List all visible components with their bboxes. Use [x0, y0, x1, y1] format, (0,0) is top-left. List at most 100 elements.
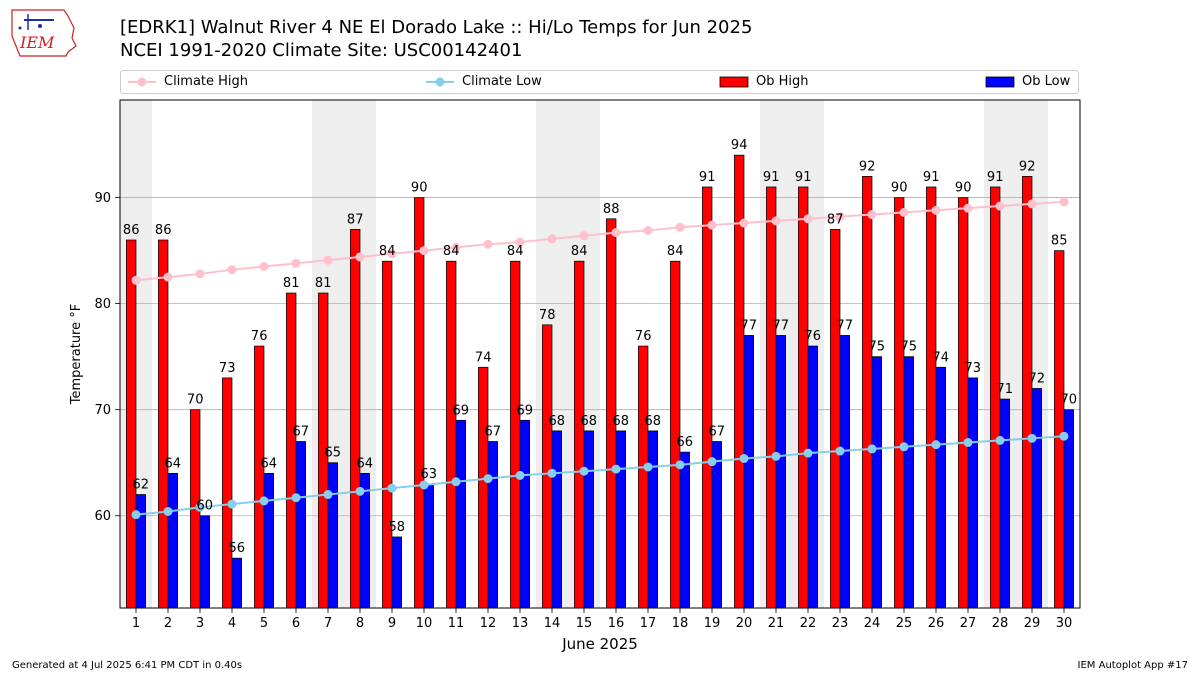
bar-ob-high [798, 186, 809, 609]
x-tick-label: 3 [196, 616, 204, 631]
data-label-ob-high: 91 [699, 170, 716, 185]
bar-ob-high [254, 345, 265, 609]
point-climate-high [419, 246, 429, 256]
line-climate-low [135, 435, 1065, 516]
point-climate-high [707, 220, 717, 230]
bar-ob-high [638, 345, 649, 609]
point-climate-low [835, 446, 845, 456]
bar-ob-high [158, 239, 169, 609]
data-label-ob-low: 68 [645, 414, 662, 429]
point-climate-high [227, 265, 237, 275]
bar-ob-high [414, 197, 425, 609]
data-label-ob-low: 77 [837, 318, 854, 333]
legend-label-ob-low: Ob Low [1022, 74, 1071, 89]
bar-ob-low [263, 472, 274, 609]
data-label-ob-low: 64 [165, 456, 182, 471]
data-label-ob-high: 86 [155, 223, 172, 238]
point-climate-low [547, 468, 557, 478]
data-label-ob-high: 90 [411, 181, 428, 196]
data-label-ob-high: 88 [603, 202, 620, 217]
data-label-ob-high: 94 [731, 138, 748, 153]
data-label-ob-low: 62 [133, 478, 150, 493]
data-label-ob-high: 74 [475, 350, 492, 365]
data-label-ob-high: 86 [123, 223, 140, 238]
x-tick-label: 22 [800, 616, 817, 631]
data-label-ob-low: 63 [421, 467, 438, 482]
bar-ob-high [990, 186, 1001, 609]
point-climate-high [1059, 197, 1069, 207]
bar-ob-high [350, 229, 361, 609]
x-tick-label: 2 [164, 616, 172, 631]
x-tick-label: 1 [132, 616, 140, 631]
bar-ob-high [894, 197, 905, 609]
x-axis-label: June 2025 [561, 635, 638, 653]
bar-ob-low [743, 335, 754, 609]
point-climate-high [963, 203, 973, 213]
data-label-ob-low: 56 [229, 541, 246, 556]
data-label-ob-low: 66 [677, 435, 694, 450]
bar-ob-high [510, 260, 521, 609]
bar-ob-high [1022, 176, 1033, 609]
point-climate-high [931, 205, 941, 215]
bar-ob-low [807, 345, 818, 609]
legend-swatch-climate-high [128, 77, 156, 87]
x-tick-label: 14 [544, 616, 561, 631]
bar-ob-low [327, 462, 338, 609]
data-label-ob-high: 76 [251, 329, 268, 344]
data-label-ob-high: 81 [283, 276, 300, 291]
bar-ob-high [446, 260, 457, 609]
data-label-ob-low: 73 [965, 361, 982, 376]
bar-ob-low [903, 356, 914, 609]
x-tick-label: 12 [480, 616, 497, 631]
bar-ob-low [999, 398, 1010, 609]
point-climate-high [131, 275, 141, 285]
x-tick-label: 6 [292, 616, 300, 631]
point-climate-low [739, 453, 749, 463]
x-tick-label: 23 [832, 616, 849, 631]
legend-label-ob-high: Ob High [756, 74, 809, 89]
point-climate-high [995, 201, 1005, 211]
point-climate-high [739, 218, 749, 228]
point-climate-high [387, 249, 397, 259]
data-label-ob-high: 84 [571, 244, 588, 259]
data-label-ob-low: 68 [549, 414, 566, 429]
legend-label-climate-low: Climate Low [462, 74, 542, 89]
bar-ob-low [295, 441, 306, 609]
data-label-ob-low: 64 [357, 456, 374, 471]
x-tick-label: 18 [672, 616, 689, 631]
y-tick-label: 80 [94, 297, 111, 312]
x-tick-label: 20 [736, 616, 753, 631]
point-climate-high [1027, 199, 1037, 209]
bar-ob-low [615, 430, 626, 609]
point-climate-low [515, 470, 525, 480]
data-label-ob-low: 72 [1029, 371, 1046, 386]
data-label-ob-high: 92 [1019, 159, 1036, 174]
legend-swatch-ob-high [719, 76, 749, 88]
bar-ob-high [574, 260, 585, 609]
x-tick-label: 16 [608, 616, 625, 631]
data-label-ob-high: 73 [219, 361, 236, 376]
x-tick-label: 26 [928, 616, 945, 631]
bar-ob-low [679, 451, 690, 609]
point-climate-low [931, 440, 941, 450]
point-climate-low [227, 499, 237, 509]
bar-ob-low [967, 377, 978, 609]
bar-ob-low [1031, 388, 1042, 609]
data-label-ob-high: 81 [315, 276, 332, 291]
data-label-ob-high: 84 [667, 244, 684, 259]
point-climate-low [771, 451, 781, 461]
bar-ob-high [1054, 250, 1065, 609]
point-climate-low [291, 493, 301, 503]
point-climate-high [675, 222, 685, 232]
bar-ob-low [199, 515, 210, 609]
data-label-ob-low: 67 [485, 424, 502, 439]
data-label-ob-low: 75 [901, 340, 918, 355]
bar-ob-low [647, 430, 658, 609]
bar-ob-high [126, 239, 137, 609]
data-label-ob-low: 67 [709, 424, 726, 439]
x-tick-label: 27 [960, 616, 977, 631]
chart-legend: Climate High Climate Low Ob High Ob Low [120, 70, 1079, 94]
point-climate-low [867, 444, 877, 454]
chart-title: [EDRK1] Walnut River 4 NE El Dorado Lake… [120, 17, 753, 38]
legend-swatch-ob-low [985, 76, 1015, 88]
